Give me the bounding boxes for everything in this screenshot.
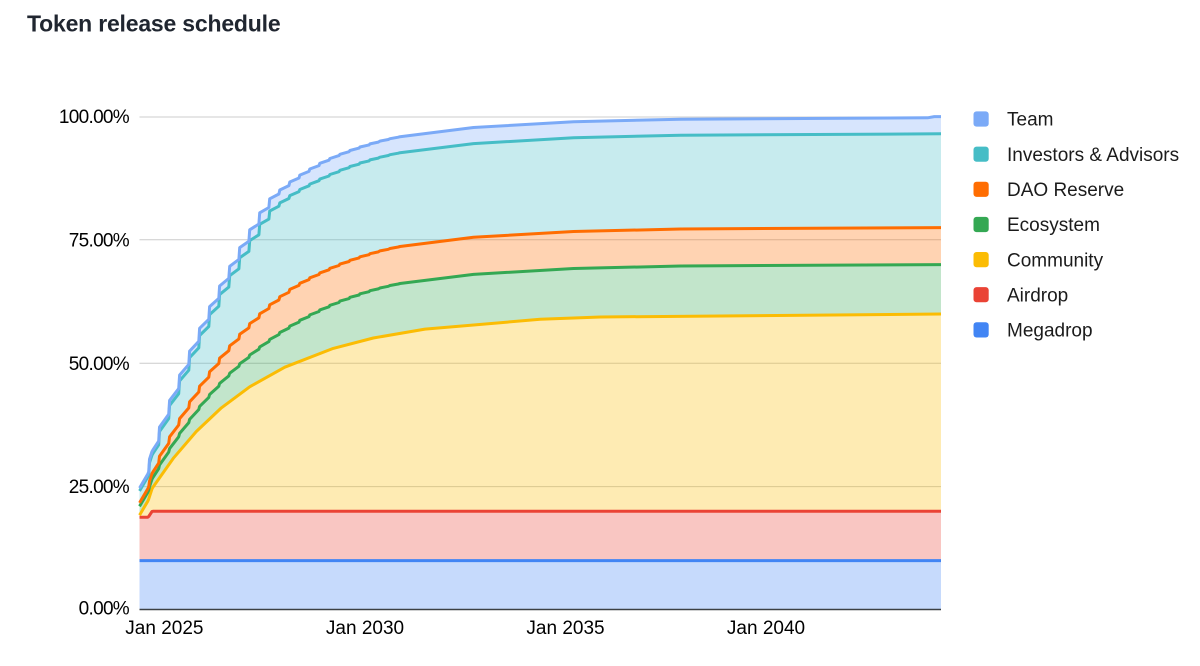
svg-text:Airdrop: Airdrop bbox=[1007, 285, 1068, 306]
svg-text:100.00%: 100.00% bbox=[59, 107, 130, 128]
svg-text:25.00%: 25.00% bbox=[69, 477, 130, 498]
svg-text:Jan 2030: Jan 2030 bbox=[326, 618, 404, 639]
svg-text:Jan 2025: Jan 2025 bbox=[125, 618, 203, 639]
svg-text:DAO Reserve: DAO Reserve bbox=[1007, 180, 1124, 201]
svg-text:50.00%: 50.00% bbox=[69, 354, 130, 375]
svg-text:Team: Team bbox=[1007, 110, 1053, 131]
svg-text:Investors & Advisors: Investors & Advisors bbox=[1007, 145, 1179, 166]
svg-text:Jan 2035: Jan 2035 bbox=[526, 618, 604, 639]
svg-text:0.00%: 0.00% bbox=[79, 599, 130, 620]
svg-text:Token release schedule: Token release schedule bbox=[27, 11, 280, 37]
svg-text:Megadrop: Megadrop bbox=[1007, 321, 1093, 342]
svg-text:Jan 2040: Jan 2040 bbox=[727, 618, 805, 639]
svg-text:Ecosystem: Ecosystem bbox=[1007, 215, 1100, 236]
svg-text:Community: Community bbox=[1007, 250, 1104, 271]
svg-text:75.00%: 75.00% bbox=[69, 230, 130, 251]
